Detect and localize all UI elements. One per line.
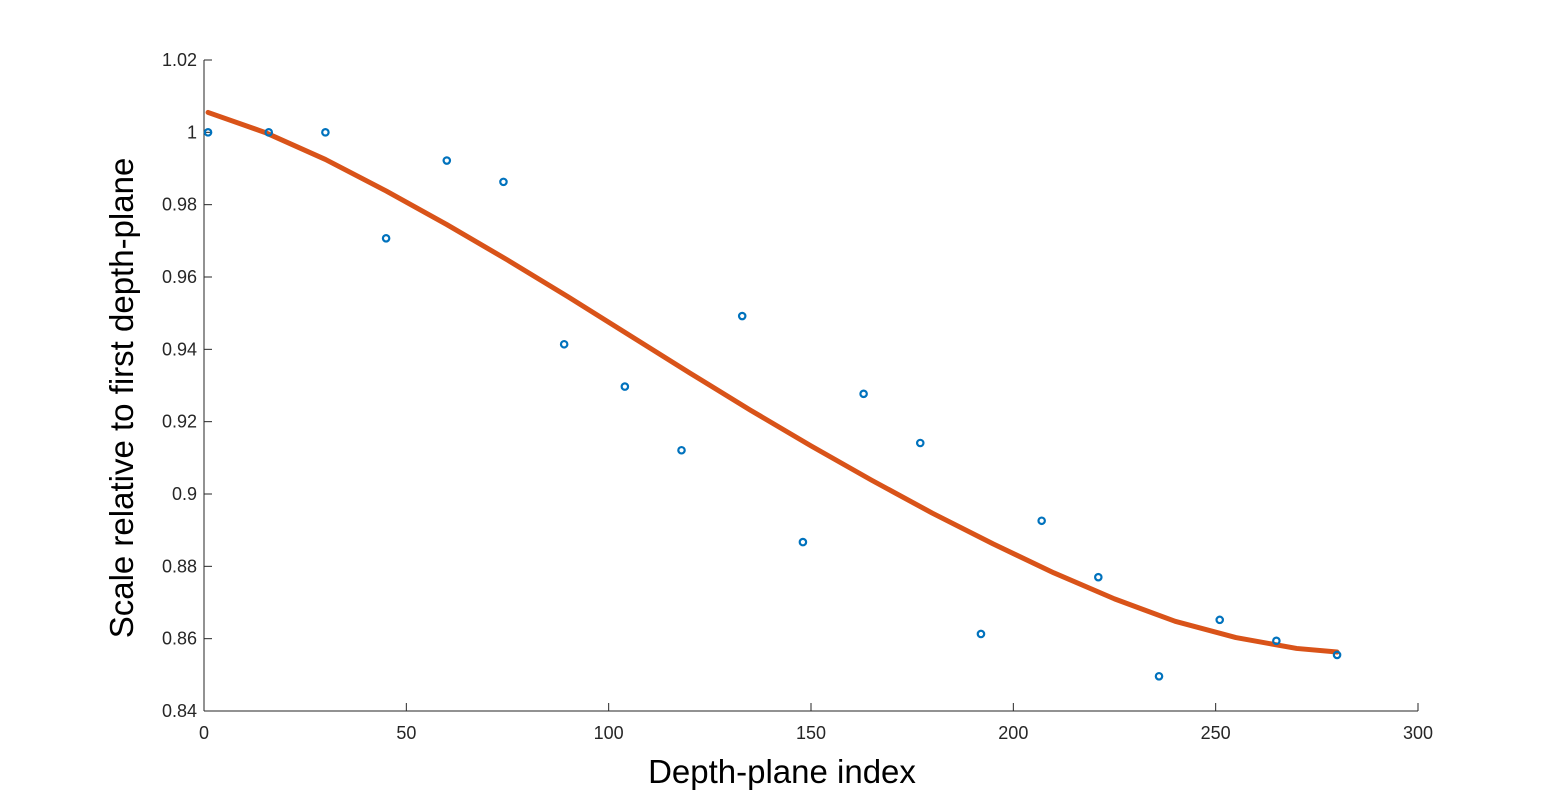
scatter-point	[381, 234, 391, 243]
y-tick-label: 0.92	[162, 412, 197, 432]
scatter-point	[203, 128, 213, 137]
scatter-point	[1037, 516, 1046, 526]
y-axis-label: Scale relative to first depth-plane	[103, 158, 140, 639]
scatter-point	[976, 629, 986, 639]
y-tick-label: 1.02	[162, 50, 197, 70]
scatter-point	[1154, 671, 1164, 681]
x-tick-label: 50	[396, 723, 416, 743]
scatter-point	[859, 389, 868, 399]
x-tick-label: 0	[199, 723, 209, 743]
scatter-point	[1215, 615, 1225, 625]
y-tick-label: 0.86	[162, 629, 197, 649]
axes: 0 50 100 150 200 250 300 0.84 0.86 0.88 0.9 0.92 0.9…	[162, 50, 1433, 743]
scatter-point	[1094, 572, 1103, 582]
scatter-points-layer	[203, 128, 1342, 681]
y-tick-label: 0.96	[162, 267, 197, 287]
y-tick-label: 0.88	[162, 556, 197, 576]
axis-labels-layer: Depth-plane index Scale relative to firs…	[103, 158, 916, 790]
scatter-point	[798, 537, 808, 547]
scatter-point	[321, 128, 330, 137]
scatter-point	[620, 382, 630, 391]
scatter-point	[264, 128, 274, 137]
fit-curve-line	[205, 109, 1340, 655]
scatter-point	[677, 445, 686, 455]
scatter-point	[559, 339, 569, 349]
scatter-point	[915, 438, 925, 448]
y-tick-label: 0.9	[172, 484, 197, 504]
y-tick-label: 0.84	[162, 701, 197, 721]
x-tick-label: 300	[1403, 723, 1433, 743]
y-tick-label: 0.98	[162, 195, 197, 215]
scatter-point	[1272, 636, 1281, 646]
scatter-point	[1332, 650, 1342, 660]
y-tick-label: 1	[187, 122, 197, 142]
scatter-point	[442, 156, 452, 165]
x-tick-label: 100	[594, 723, 624, 743]
scatter-point	[499, 177, 508, 187]
x-axis-label: Depth-plane index	[648, 753, 916, 790]
fit-curve-layer	[205, 109, 1340, 655]
scatter-point	[737, 311, 747, 321]
x-tick-label: 150	[796, 723, 826, 743]
y-tick-label: 0.94	[162, 339, 197, 359]
x-tick-label: 200	[998, 723, 1028, 743]
x-tick-label: 250	[1201, 723, 1231, 743]
